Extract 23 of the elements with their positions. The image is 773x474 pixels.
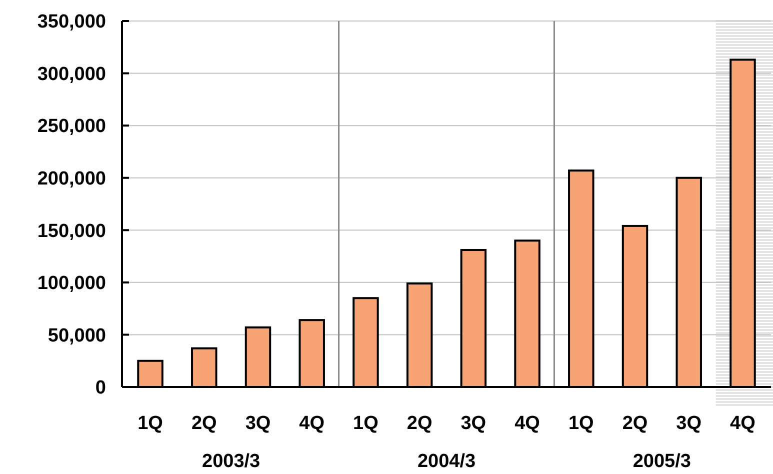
y-tick-label: 350,000 xyxy=(37,12,106,33)
x-tick-label: 1Q xyxy=(353,413,378,434)
x-tick-label: 1Q xyxy=(568,413,594,434)
y-tick-label: 100,000 xyxy=(37,273,106,294)
x-tick-label: 2Q xyxy=(622,413,648,434)
x-tick-label: 4Q xyxy=(514,413,540,434)
y-tick-label: 250,000 xyxy=(37,116,106,138)
text: 2004/3 xyxy=(417,451,476,472)
x-tick-label: 3Q xyxy=(460,413,486,434)
x-tick-label: 3Q xyxy=(245,413,271,434)
x-tick-label: 2Q xyxy=(406,413,432,434)
x-tick-label: 3Q xyxy=(676,413,702,434)
x-tick-label: 1Q xyxy=(138,413,163,434)
y-tick-label: 300,000 xyxy=(37,64,106,85)
y-tick-label: 50,000 xyxy=(48,325,106,346)
text: 2003/3 xyxy=(202,451,260,472)
y-tick-label: 150,000 xyxy=(37,220,106,242)
x-tick-label: 4Q xyxy=(299,413,325,434)
y-tick-label: 0 xyxy=(95,378,106,399)
x-tick-label: 2Q xyxy=(191,413,217,434)
x-tick-label: 4Q xyxy=(730,413,756,434)
y-tick-label: 200,000 xyxy=(37,168,106,190)
text: 2005/3 xyxy=(632,451,691,472)
